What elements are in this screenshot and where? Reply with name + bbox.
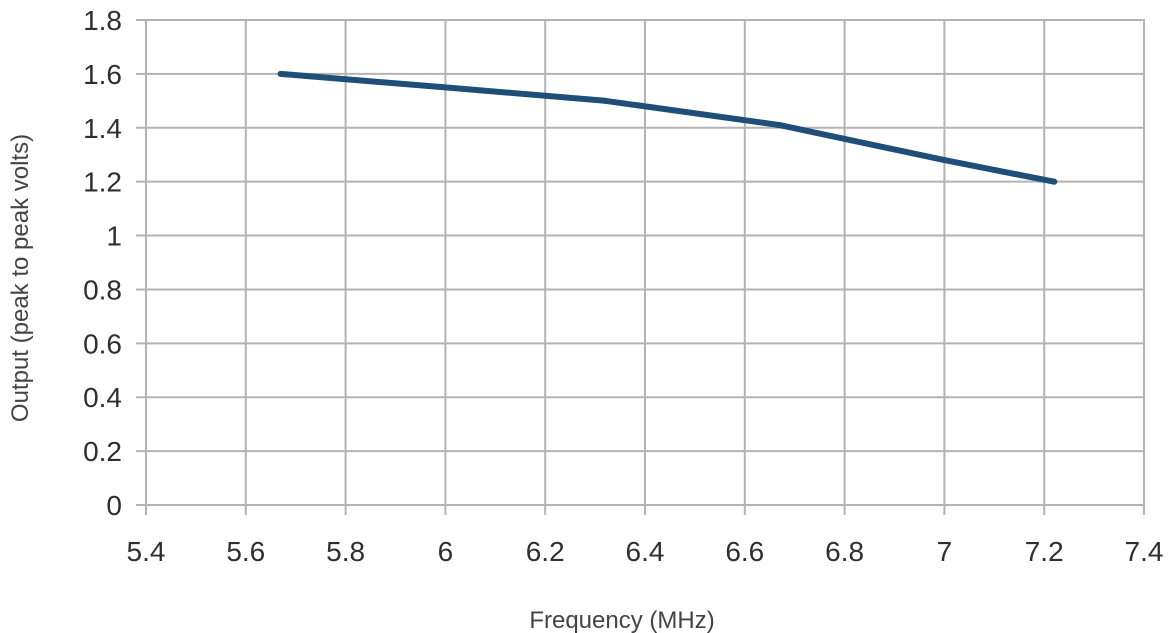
x-tick-label: 5.6 — [226, 536, 265, 567]
x-tick-label: 6 — [438, 536, 454, 567]
x-tick-label: 5.4 — [127, 536, 166, 567]
y-axis-title: Output (peak to peak volts) — [7, 134, 34, 422]
data-point — [776, 122, 783, 129]
y-axis-tick-labels: 0 0.2 0.4 0.6 0.8 1 1.2 1.4 1.6 1.8 — [83, 5, 122, 521]
y-tick-label: 1.8 — [83, 5, 122, 36]
y-tick-label: 0 — [106, 490, 122, 521]
x-tick-label: 6.2 — [526, 536, 565, 567]
y-tick-label: 0.2 — [83, 436, 122, 467]
y-tick-label: 0.8 — [83, 274, 122, 305]
y-tick-label: 1.6 — [83, 59, 122, 90]
series-line — [277, 70, 1058, 185]
x-tick-label: 7.4 — [1125, 536, 1164, 567]
y-tick-label: 1.2 — [83, 167, 122, 198]
x-tick-label: 5.8 — [326, 536, 365, 567]
x-tick-label: 6.6 — [725, 536, 764, 567]
data-point — [1051, 178, 1058, 185]
x-tick-label: 7.2 — [1025, 536, 1064, 567]
data-point — [941, 157, 948, 164]
data-point — [277, 70, 284, 77]
x-tick-label: 6.8 — [825, 536, 864, 567]
series-layer — [277, 70, 1058, 185]
x-tick-label: 7 — [937, 536, 953, 567]
x-axis-tick-labels: 5.4 5.6 5.8 6 6.2 6.4 6.6 6.8 7 7.2 7.4 — [127, 536, 1164, 567]
grid-lines — [136, 19, 1145, 515]
data-point — [602, 97, 609, 104]
x-axis-title: Frequency (MHz) — [529, 607, 714, 633]
y-tick-label: 0.6 — [83, 328, 122, 359]
y-tick-label: 0.4 — [83, 382, 122, 413]
y-tick-label: 1.4 — [83, 113, 122, 144]
y-tick-label: 1 — [106, 221, 122, 252]
data-point — [442, 84, 449, 91]
x-tick-label: 6.4 — [626, 536, 665, 567]
